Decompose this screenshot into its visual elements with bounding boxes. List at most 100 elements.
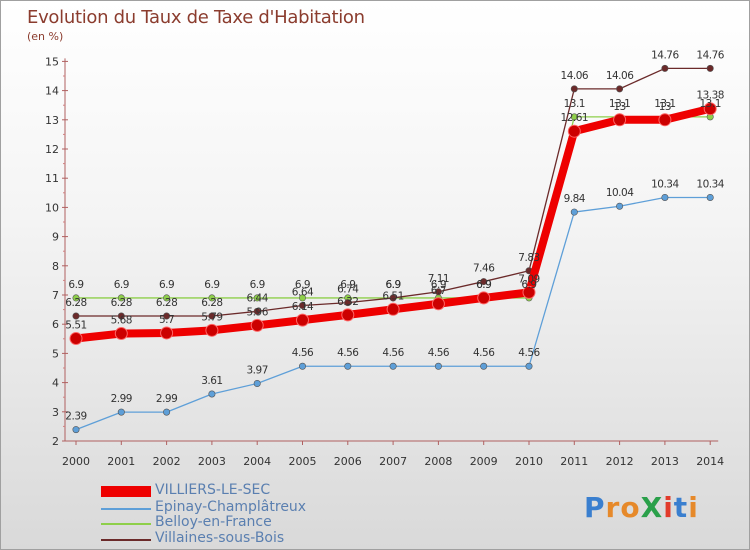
data-point [480,278,488,286]
data-label: 6.28 [111,297,132,309]
data-label: 10.34 [651,178,679,190]
data-label: 13.1 [564,98,585,110]
legend-swatch [101,539,151,541]
data-point [525,362,533,370]
data-point [616,85,624,93]
data-point [616,202,624,210]
logo-letter: i [663,491,674,524]
data-point [117,312,125,320]
y-tick-label: 7 [52,289,59,302]
data-label: 13.1 [700,98,721,110]
y-tick-label: 3 [52,406,59,419]
data-point [253,307,261,315]
data-label: 13.1 [654,98,675,110]
data-point [703,102,717,116]
y-tick-label: 14 [45,85,59,98]
data-label: 6.9 [114,279,129,291]
data-label: 6.9 [385,279,400,291]
y-tick-label: 4 [52,377,59,390]
legend-label: Villaines-sous-Bois [155,530,285,546]
data-point [205,323,219,337]
data-label: 4.56 [337,347,359,359]
data-label: 14.76 [696,49,724,61]
data-label: 14.76 [651,49,679,61]
data-label: 5.96 [247,306,269,318]
data-point [160,326,174,340]
x-tick-label: 2006 [334,455,362,468]
data-label: 6.44 [247,292,269,304]
data-label: 4.56 [473,347,495,359]
logo-letter: r [605,491,621,524]
data-label: 7.09 [518,273,539,285]
x-tick-label: 2000 [62,455,90,468]
data-label: 6.9 [476,279,491,291]
data-label: 5.51 [65,320,86,332]
data-label: 13 [613,101,625,113]
legend-label: VILLIERS-LE-SEC [155,482,271,498]
x-tick-label: 2007 [379,455,407,468]
data-label: 13 [659,101,671,113]
data-label: 6.9 [295,279,310,291]
data-label: 6.28 [201,297,222,309]
data-label: 4.56 [292,347,314,359]
data-point [434,288,442,296]
chart-title: Evolution du Taux de Taxe d'Habitation [27,7,365,28]
data-label: 14.06 [561,70,589,82]
data-point [341,308,355,322]
data-point [253,294,261,302]
data-label: 6.9 [521,279,536,291]
data-label: 4.56 [518,347,540,359]
legend-label: Epinay-Champlâtreux [155,499,307,515]
data-label: 5.68 [111,315,132,327]
data-label: 9.84 [564,193,586,205]
data-point [661,64,669,72]
data-label: 7.11 [428,273,449,285]
data-point [389,362,397,370]
x-tick-label: 2009 [470,455,498,468]
data-point [434,362,442,370]
data-label: 13.1 [609,98,630,110]
y-tick-label: 6 [52,318,59,331]
data-point [163,294,171,302]
legend-label: Belloy-en-France [155,514,272,530]
data-point [208,390,216,398]
y-tick-label: 15 [45,55,59,68]
data-label: 5.79 [201,311,222,323]
data-label: 6.9 [340,279,355,291]
data-point [522,285,536,299]
data-label: 6.32 [337,296,358,308]
data-point [208,294,216,302]
data-label: 6.9 [204,279,219,291]
data-point [477,291,491,305]
logo-letter: P [584,491,606,524]
data-point [570,208,578,216]
y-tick-label: 11 [45,172,59,185]
data-point [344,362,352,370]
data-label: 12.61 [561,112,589,124]
y-tick-label: 13 [45,114,59,127]
data-point [567,124,581,138]
data-label: 6.7 [431,285,446,297]
data-label: 6.74 [337,284,359,296]
data-point [208,312,216,320]
y-tick-label: 2 [52,435,59,448]
data-label: 6.14 [292,301,314,313]
data-point [661,193,669,201]
y-tick-label: 10 [45,201,59,214]
logo-letter: i [688,491,699,524]
data-point [72,294,80,302]
data-point [389,294,397,302]
data-label: 6.9 [431,279,446,291]
x-tick-label: 2013 [651,455,679,468]
data-label: 2.39 [65,411,86,423]
data-label: 3.61 [201,375,222,387]
data-point [253,379,261,387]
data-label: 5.7 [159,314,174,326]
data-point [570,113,578,121]
x-tick-label: 2001 [107,455,135,468]
data-label: 10.34 [696,178,724,190]
data-label: 7.83 [518,252,539,264]
data-point [570,85,578,93]
